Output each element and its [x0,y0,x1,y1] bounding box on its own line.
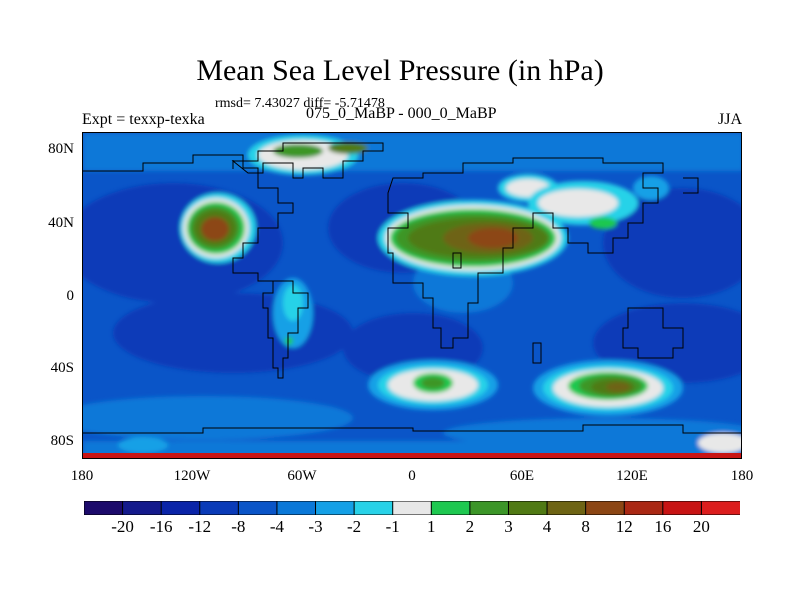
southern-band-west [83,396,353,440]
experiment-label: Expt = texxp-texka [82,111,205,128]
colorbar-swatch [122,501,163,515]
x-tick-0: 0 [408,468,416,484]
y-tick-40n: 40N [48,215,74,231]
colorbar-label: 1 [427,517,436,536]
colorbar-label: 12 [615,517,633,536]
colorbar-swatch [353,501,394,515]
y-tick-80s: 80S [50,433,74,449]
colorbar-swatch [700,501,740,515]
colorbar-swatch [199,501,240,515]
southern-band-east [443,418,741,448]
colorbar-label: -12 [188,517,212,536]
colorbar-label: 20 [692,517,710,536]
x-tick-180w: 180 [70,468,94,484]
colorbar-swatch [84,501,124,515]
colorbar-swatch [392,501,433,515]
colorbar-swatch [276,501,317,515]
colorbar-swatch [237,501,278,515]
colorbar-label: -3 [308,517,323,536]
x-tick-60e: 60E [509,468,535,484]
colorbar-swatch [585,501,626,515]
east-pacific-low [603,188,741,298]
colorbar-swatch [160,501,201,515]
colorbar-swatch [546,501,587,515]
colorbar-swatch [507,501,549,515]
map-title: Mean Sea Level Pressure (in hPa) [196,54,604,87]
coastlines [83,142,741,434]
x-tick-120w: 120W [173,468,211,484]
period-label: 075_0_MaBP - 000_0_MaBP [306,105,497,122]
colorbar-label: 4 [542,517,552,536]
colorbar-label: 3 [504,517,513,536]
colorbar-swatch [469,501,510,515]
colorbar-swatch [430,501,471,515]
y-tick-80n: 80N [48,141,74,157]
colorbar-swatch [623,501,664,515]
colorbar-label: -4 [269,517,285,536]
colorbar-label: -16 [149,517,173,536]
colorbar-label: 16 [654,517,672,536]
colorbar-label: 8 [581,517,590,536]
antarctic-strip [83,453,741,458]
colorbar-swatch [315,501,356,515]
south-pacific-low [113,293,353,373]
arctic-band [83,133,741,171]
x-tick-120e: 120E [616,468,648,484]
x-tick-60w: 60W [287,468,317,484]
y-tick-0: 0 [66,288,75,304]
colorbar-label: -8 [231,517,246,536]
antarctic-patch [698,433,741,453]
colorbar-label: -2 [347,517,362,536]
y-tick-40s: 40S [50,360,74,376]
pressure-map-svg [83,133,741,458]
colorbar-swatch [662,501,703,515]
colorbar-label: -1 [385,517,400,536]
season-label: JJA [717,111,742,128]
x-tick-180e: 180 [730,468,754,484]
pressure-map [82,132,742,459]
colorbar-label: 2 [465,517,475,536]
colorbar [84,501,740,515]
colorbar-label: -20 [111,517,134,536]
rmsd-diff-text: rmsd= 7.43027 diff= -5.71478 [215,96,385,111]
